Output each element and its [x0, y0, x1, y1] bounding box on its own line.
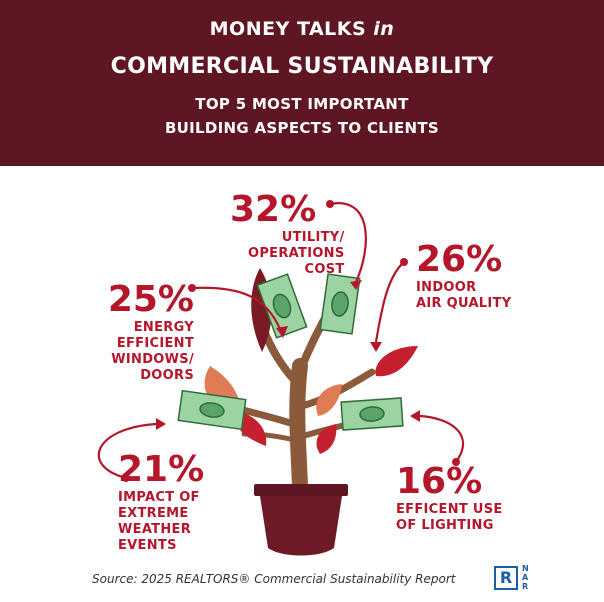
- tree-trunk: [216, 302, 395, 494]
- title-line1: MONEY TALKS in: [0, 18, 604, 40]
- arrow-heads: [122, 200, 460, 482]
- subtitle: TOP 5 MOST IMPORTANT BUILDING ASPECTS TO…: [0, 92, 604, 140]
- pot-icon: [254, 484, 348, 556]
- stat-label: INDOOR AIR QUALITY: [416, 280, 512, 311]
- stat-lighting: 16% EFFICENT USE OF LIGHTING: [396, 462, 503, 534]
- stat-label: UTILITY/ OPERATIONS COST: [248, 230, 345, 277]
- stat-air: 26% INDOOR AIR QUALITY: [416, 240, 511, 312]
- stat-pct: 32%: [230, 189, 317, 230]
- stat-pct: 21%: [118, 449, 205, 490]
- stat-label: ENERGY EFFICIENT WINDOWS/ DOORS: [111, 320, 194, 383]
- logo-mark: R: [494, 566, 518, 590]
- header-banner: MONEY TALKS in COMMERCIAL SUSTAINABILITY…: [0, 0, 604, 166]
- tree-illustration: [97, 200, 464, 556]
- stat-pct: 16%: [396, 461, 483, 502]
- nar-logo-icon: R N A R: [494, 564, 542, 592]
- stat-weather: 21% IMPACT OF EXTREME WEATHER EVENTS: [118, 450, 204, 554]
- logo-text: N A R: [522, 564, 529, 591]
- subtitle-line2: BUILDING ASPECTS TO CLIENTS: [164, 119, 440, 137]
- money-bill-icon: [177, 273, 404, 431]
- stat-pct: 25%: [107, 279, 194, 320]
- source-note: Source: 2025 REALTORS® Commercial Sustai…: [92, 572, 456, 586]
- title-prefix: MONEY TALKS: [209, 18, 367, 40]
- stat-utility: 32% UTILITY/ OPERATIONS COST: [230, 190, 345, 278]
- title-em: in: [373, 18, 395, 40]
- arrow-icon: [97, 202, 464, 480]
- stat-windows: 25% ENERGY EFFICIENT WINDOWS/ DOORS: [94, 280, 194, 384]
- subtitle-line1: TOP 5 MOST IMPORTANT: [195, 95, 409, 113]
- stat-pct: 26%: [416, 239, 503, 280]
- stat-label: IMPACT OF EXTREME WEATHER EVENTS: [118, 490, 200, 553]
- stat-label: EFFICENT USE OF LIGHTING: [396, 502, 503, 533]
- title-line2: COMMERCIAL SUSTAINABILITY: [110, 54, 494, 79]
